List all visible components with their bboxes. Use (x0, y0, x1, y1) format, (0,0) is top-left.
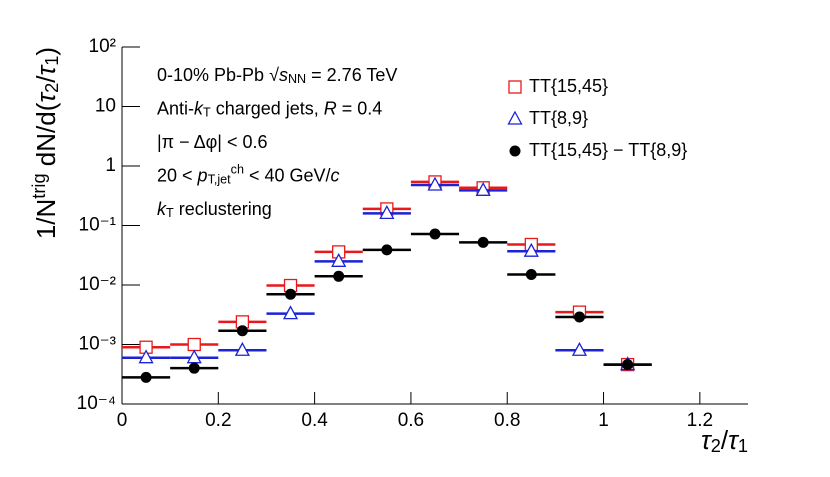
marker (140, 371, 152, 383)
text-part: Anti- (157, 98, 194, 118)
text-part: c (331, 165, 340, 185)
marker (187, 337, 201, 352)
y-tick-label: 10⁻³ (79, 334, 117, 355)
marker (622, 359, 634, 371)
y-tick-label: 10² (89, 36, 116, 57)
marker (234, 341, 250, 356)
text-part: τ (728, 425, 740, 455)
annotation: 0-10% Pb-Pb √sNN = 2.76 TeV (157, 65, 397, 86)
legend-label: TT{15,45} − TT{8,9} (529, 140, 687, 160)
marker (381, 244, 393, 256)
x-tick-label: 1.2 (687, 410, 713, 431)
text-part: R (324, 98, 337, 118)
marker (379, 204, 395, 220)
text-part: = 2.76 TeV (306, 65, 397, 85)
y-tick-label: 10⁻² (79, 274, 117, 295)
text-part: 2 (711, 436, 721, 456)
marker (282, 305, 299, 320)
marker (188, 362, 200, 374)
text-part: s (279, 65, 288, 85)
x-axis-label: τ2/τ1 (701, 425, 748, 456)
y-tick-label: 10⁻¹ (79, 215, 117, 236)
text-part: τ (31, 64, 61, 76)
text-part: T,jet (208, 173, 232, 187)
annotation: |π − Δφ| < 0.6 (157, 132, 268, 152)
y-tick-label: 10 (95, 96, 116, 117)
marker (427, 176, 443, 191)
marker (477, 236, 489, 248)
annotation: Anti-kT charged jets, R = 0.4 (157, 98, 382, 119)
text-part: 2 (42, 83, 62, 93)
marker (573, 311, 585, 323)
legend-label: TT{15,45} (529, 76, 608, 96)
y-axis-label: 1/Ntrig dN/d(τ2/τ1) (29, 47, 62, 239)
marker (523, 242, 539, 257)
y-tick-label: 1 (105, 155, 116, 176)
marker (571, 341, 588, 356)
legend-marker (508, 80, 522, 94)
text-part: k (194, 98, 204, 118)
y-tick-label: 10⁻⁴ (77, 393, 116, 414)
legend-label: TT{8,9} (529, 108, 588, 128)
text-part: NN (288, 72, 306, 86)
text-part: |π − Δφ| < 0.6 (157, 132, 268, 152)
x-tick-label: 0.2 (205, 410, 231, 431)
annotation: kT reclustering (157, 199, 272, 220)
marker (429, 228, 441, 240)
text-part: √ (269, 65, 279, 85)
marker (331, 252, 347, 267)
x-tick-label: 0.4 (301, 410, 328, 431)
marker (285, 288, 297, 300)
text-part: p (197, 165, 208, 185)
text-part: dN/d( (31, 102, 61, 173)
text-part: < 40 GeV/ (244, 165, 331, 185)
x-tick-label: 0 (117, 410, 128, 431)
text-part: ) (31, 47, 61, 56)
text-part: 1 (42, 56, 62, 66)
legend-marker (509, 145, 521, 157)
text-part: k (157, 199, 167, 219)
x-tick-label: 1 (598, 410, 609, 431)
text-part: 1/N (31, 199, 61, 239)
marker (475, 181, 491, 196)
marker (525, 269, 537, 281)
text-part: trig (29, 173, 49, 198)
text-part: / (31, 75, 61, 83)
legend-marker (507, 110, 523, 125)
marker (333, 270, 345, 282)
marker (236, 325, 248, 337)
x-tick-label: 0.8 (494, 410, 520, 431)
text-part: τ (701, 425, 713, 455)
text-part: 1 (738, 436, 748, 456)
text-part: 20 < (157, 165, 198, 185)
text-part: ch (231, 163, 244, 177)
text-part: reclustering (174, 199, 272, 219)
text-part: T (203, 106, 211, 120)
marker (138, 349, 154, 364)
annotation: 20 < pT,jetch < 40 GeV/c (157, 163, 340, 187)
text-part: charged jets, (211, 98, 324, 118)
text-part: τ (31, 91, 61, 103)
text-part: = 0.4 (337, 98, 383, 118)
text-part: 0-10% Pb-Pb (157, 65, 269, 85)
x-tick-label: 0.6 (398, 410, 424, 431)
text-part: / (721, 425, 729, 455)
text-part: T (166, 206, 174, 220)
